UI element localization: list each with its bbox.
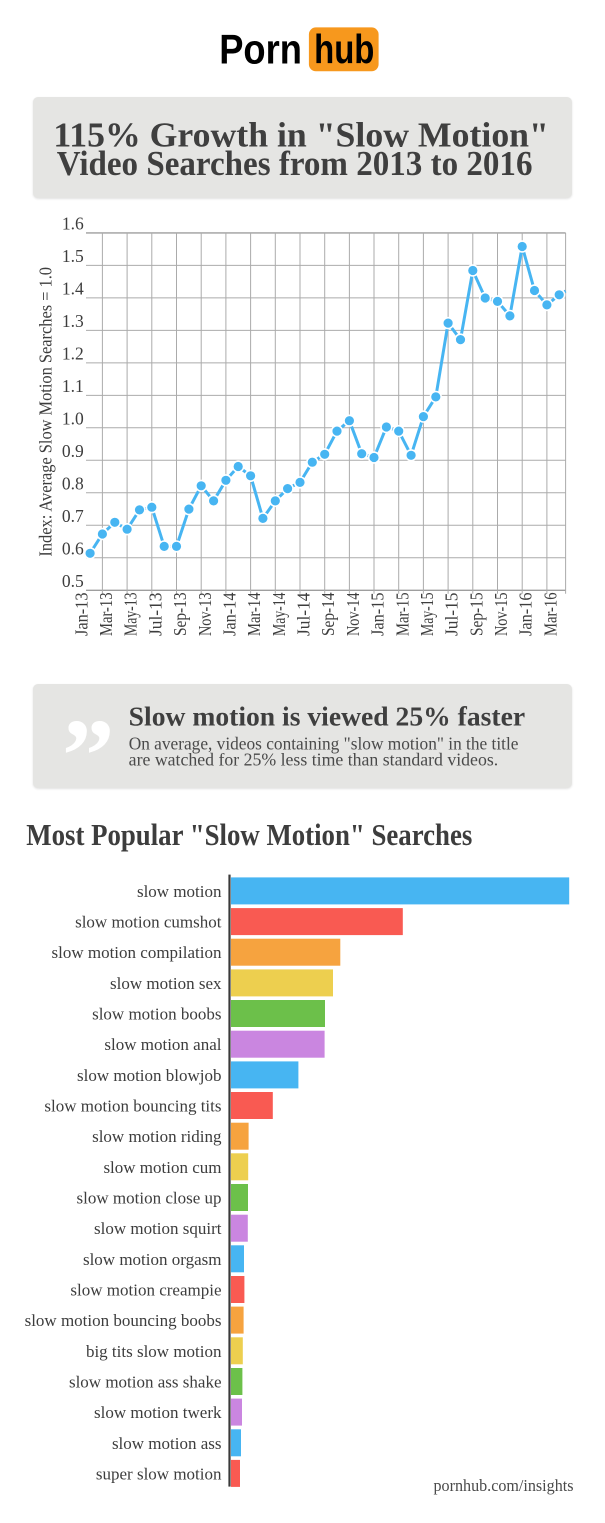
svg-text:slow motion compilation: slow motion compilation [52,943,222,962]
svg-text:Video Searches from 2013 to 20: Video Searches from 2013 to 2016 [57,144,533,183]
svg-text:On average, videos containing: On average, videos containing "slow moti… [129,734,519,754]
svg-text:Mar-15: Mar-15 [392,592,412,636]
svg-text:Jan-13: Jan-13 [71,592,91,636]
svg-text:0.7: 0.7 [62,506,84,526]
svg-text:Jul-13: Jul-13 [145,592,165,636]
svg-text:slow motion cumshot: slow motion cumshot [75,913,222,932]
svg-text:1.0: 1.0 [62,409,84,429]
svg-text:Mar-16: Mar-16 [540,592,560,636]
svg-text:1.6: 1.6 [62,215,84,234]
svg-text:slow motion ass shake: slow motion ass shake [69,1373,222,1392]
svg-text:Sep-14: Sep-14 [318,592,338,636]
svg-text:Jul-14: Jul-14 [294,592,314,636]
svg-text:slow motion sex: slow motion sex [110,974,222,993]
svg-text:Jan-15: Jan-15 [368,592,388,636]
svg-text:1.3: 1.3 [62,311,84,331]
svg-text:slow motion squirt: slow motion squirt [94,1219,222,1238]
svg-text:1.5: 1.5 [62,246,84,266]
svg-text:slow motion close up: slow motion close up [77,1189,222,1208]
svg-text:Nov-14: Nov-14 [343,592,363,636]
svg-text:May-14: May-14 [269,592,289,636]
svg-text:0.8: 0.8 [62,474,84,494]
svg-text:big tits slow motion: big tits slow motion [86,1342,222,1361]
svg-text:0.9: 0.9 [62,441,84,461]
svg-text:slow motion cum: slow motion cum [103,1158,221,1177]
svg-text:Sep-13: Sep-13 [170,592,190,636]
svg-text:slow motion anal: slow motion anal [104,1035,221,1054]
svg-text:slow motion bouncing tits: slow motion bouncing tits [44,1097,221,1116]
svg-text:Jan-14: Jan-14 [219,592,239,636]
svg-text:Nov-13: Nov-13 [195,592,215,636]
svg-text:Nov-15: Nov-15 [491,592,511,636]
svg-text:hub: hub [314,26,374,72]
svg-text:Porn: Porn [219,26,302,73]
svg-text:115% Growth in "Slow Motion": 115% Growth in "Slow Motion" [53,116,549,155]
svg-text:slow motion: slow motion [137,882,222,901]
svg-text:Jul-15: Jul-15 [442,592,462,636]
svg-text:slow motion ass: slow motion ass [112,1434,222,1453]
svg-text:are watched for 25% less time: are watched for 25% less time than stand… [129,750,498,770]
svg-text:0.6: 0.6 [62,539,84,559]
svg-text:Most Popular "Slow Motion" Sea: Most Popular "Slow Motion" Searches [26,817,472,852]
svg-text:1.1: 1.1 [62,376,84,396]
svg-text:slow motion bouncing boobs: slow motion bouncing boobs [25,1311,222,1330]
svg-text:Sep-15: Sep-15 [466,592,486,636]
svg-text:slow motion twerk: slow motion twerk [94,1403,222,1422]
svg-text:super slow motion: super slow motion [96,1464,222,1483]
svg-text:slow motion blowjob: slow motion blowjob [77,1066,222,1085]
svg-text:pornhub.com/insights: pornhub.com/insights [434,1476,574,1495]
svg-text:Mar-13: Mar-13 [96,592,116,636]
svg-text:Index: Average Slow Motion Sea: Index: Average Slow Motion Searches = 1.… [36,267,56,557]
svg-text:0.5: 0.5 [62,571,84,591]
svg-text:Mar-14: Mar-14 [244,592,264,636]
svg-text:May-13: May-13 [121,592,141,636]
svg-text:slow motion orgasm: slow motion orgasm [83,1250,222,1269]
svg-text:Jan-16: Jan-16 [516,592,536,636]
svg-text:1.4: 1.4 [62,279,84,299]
svg-text:1.2: 1.2 [62,344,84,364]
svg-text:slow motion riding: slow motion riding [92,1127,222,1146]
svg-text:May-15: May-15 [417,592,437,636]
svg-text:slow motion boobs: slow motion boobs [92,1005,221,1024]
svg-text:slow motion creampie: slow motion creampie [70,1281,221,1300]
svg-text:Slow motion is viewed 25% fast: Slow motion is viewed 25% faster [129,702,525,732]
